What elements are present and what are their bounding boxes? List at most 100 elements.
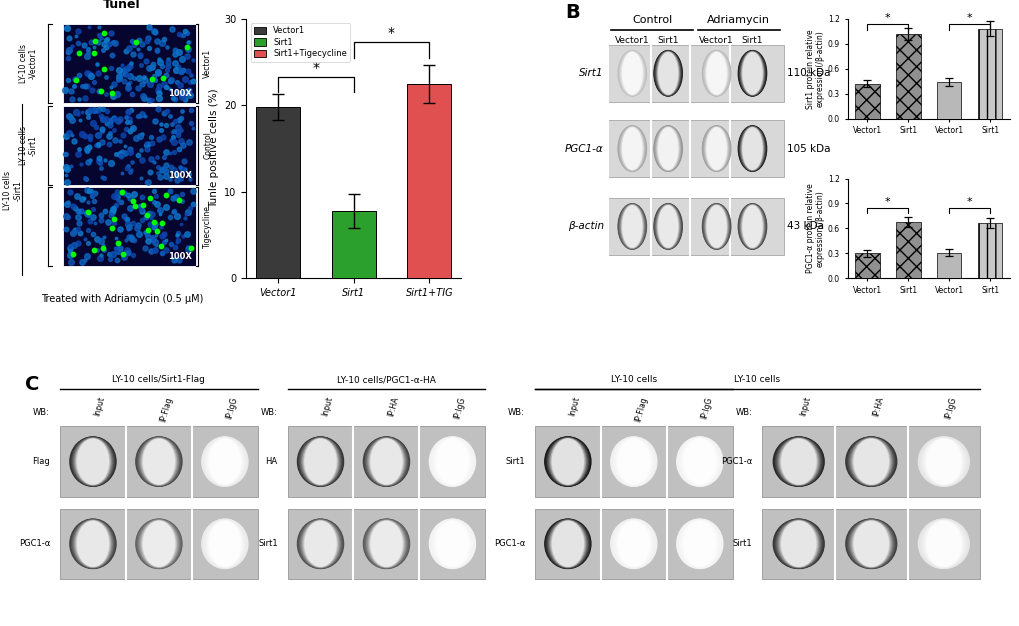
Point (130, 35, 147, 45)
Ellipse shape (71, 437, 114, 486)
Ellipse shape (433, 520, 471, 568)
Ellipse shape (72, 438, 113, 486)
Point (180, 169, 197, 179)
Text: Sirt1: Sirt1 (741, 36, 762, 44)
Ellipse shape (136, 519, 181, 569)
Point (95, 240, 111, 250)
Text: Vector1: Vector1 (203, 49, 212, 78)
Ellipse shape (138, 437, 180, 486)
Point (140, 138, 156, 148)
Ellipse shape (849, 438, 892, 486)
Point (179, 207, 196, 217)
Ellipse shape (436, 521, 468, 567)
Ellipse shape (683, 521, 715, 567)
Ellipse shape (703, 51, 729, 96)
Point (143, 247, 159, 257)
Ellipse shape (655, 51, 680, 95)
Point (133, 109, 150, 119)
Point (79, 44, 96, 54)
Ellipse shape (611, 437, 655, 486)
Point (119, 108, 136, 118)
Point (154, 231, 170, 241)
Point (119, 223, 136, 233)
Point (63, 228, 79, 238)
Point (110, 74, 126, 85)
Ellipse shape (69, 436, 116, 487)
Point (173, 219, 190, 229)
Ellipse shape (550, 438, 584, 485)
Point (157, 166, 173, 176)
Point (167, 94, 183, 104)
Text: C: C (25, 375, 40, 394)
Point (121, 43, 138, 53)
Point (70, 218, 87, 228)
Point (88, 121, 104, 131)
Text: Control: Control (632, 15, 672, 25)
Point (101, 249, 117, 259)
Point (145, 62, 161, 72)
Text: PGC1-α: PGC1-α (720, 457, 752, 466)
Ellipse shape (680, 520, 718, 568)
Point (162, 239, 178, 249)
Point (81, 238, 97, 248)
Point (142, 219, 158, 229)
Point (96, 28, 112, 38)
Point (65, 201, 82, 211)
Point (152, 209, 168, 219)
Ellipse shape (369, 438, 403, 485)
Ellipse shape (741, 205, 762, 248)
Point (133, 173, 150, 183)
Ellipse shape (74, 520, 112, 568)
Point (102, 254, 118, 264)
Ellipse shape (679, 437, 720, 486)
Point (130, 220, 147, 230)
Point (152, 125, 168, 135)
Point (139, 229, 155, 239)
Point (169, 235, 185, 245)
Point (174, 164, 191, 174)
Ellipse shape (705, 52, 727, 95)
Ellipse shape (548, 438, 587, 486)
Point (176, 74, 193, 84)
Text: Input: Input (320, 396, 334, 418)
Point (119, 249, 136, 259)
Ellipse shape (430, 437, 474, 486)
Ellipse shape (703, 204, 729, 249)
Point (62, 250, 78, 260)
Point (60, 46, 76, 56)
Ellipse shape (677, 519, 721, 569)
Point (79, 145, 96, 155)
Point (113, 187, 129, 197)
Ellipse shape (366, 438, 407, 486)
Point (170, 228, 186, 238)
Text: B: B (565, 3, 579, 22)
Ellipse shape (704, 51, 729, 96)
Point (120, 232, 137, 242)
Bar (977, 29, 1002, 119)
Point (154, 61, 170, 71)
Point (71, 144, 88, 154)
Ellipse shape (739, 204, 765, 249)
Point (149, 46, 165, 56)
Ellipse shape (367, 438, 406, 486)
Point (147, 75, 163, 85)
Text: Sirt1: Sirt1 (656, 36, 679, 44)
Point (90, 130, 106, 140)
Point (78, 251, 95, 261)
Ellipse shape (548, 520, 586, 568)
Point (168, 175, 184, 185)
Point (150, 162, 166, 172)
Point (82, 131, 98, 141)
Point (171, 46, 187, 56)
Point (121, 61, 138, 71)
Text: LY-10 cells
-Sirt1: LY-10 cells -Sirt1 (18, 126, 38, 165)
Point (95, 45, 111, 55)
Text: 105 kDa: 105 kDa (787, 143, 829, 153)
Text: IP:IgG: IP:IgG (452, 396, 467, 420)
Point (170, 122, 186, 132)
Ellipse shape (543, 518, 591, 569)
Ellipse shape (428, 436, 476, 487)
Point (61, 246, 77, 256)
Point (180, 244, 197, 254)
Point (172, 113, 189, 123)
